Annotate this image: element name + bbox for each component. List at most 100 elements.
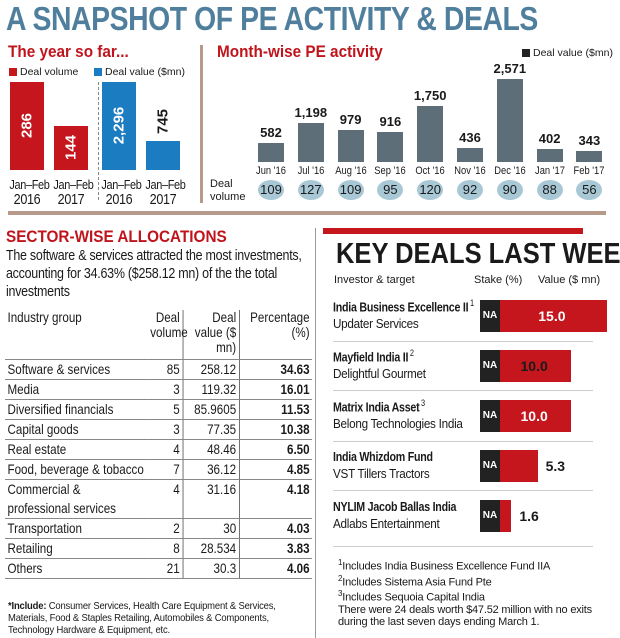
table-row: Food, beverage & tobacco 7 36.12 4.85 (5, 459, 313, 480)
sector-title: SECTOR-WISE ALLOCATIONS (6, 227, 227, 246)
target-name: Adlabs Entertainment (333, 516, 440, 531)
sector-summary: The software & services attracted the mo… (6, 248, 302, 300)
industry-cell: Retailing (5, 538, 148, 559)
month-bar (417, 105, 444, 162)
category-label: Jan–Feb 2016 (101, 177, 142, 207)
deal-volume-circle: 92 (457, 180, 483, 200)
header-industry: Industry group (5, 310, 148, 360)
sector-table: Industry group Deal volume Deal value ($… (5, 310, 313, 579)
key-deal-row: Matrix India Asset 3 Belong Technologies I… (333, 398, 615, 442)
percentage-cell: 10.38 (239, 419, 313, 440)
month-label: Jul '16 (297, 165, 325, 177)
horizontal-rule (8, 211, 606, 215)
main-title: A SNAPSHOT OF PE ACTIVITY & DEALS (6, 0, 538, 37)
investor-label: NYLIM Jacob Ballas India (333, 499, 457, 514)
percentage-cell: 4.18 (239, 479, 313, 519)
industry-cell: Commercial & professional services (5, 479, 148, 519)
industry-cell: Real estate (5, 439, 148, 460)
month-value-label: 402 (538, 131, 561, 147)
category-label: Jan–Feb 2017 (53, 177, 94, 208)
percentage-cell: 4.03 (239, 518, 313, 539)
value-label: 10.0 (520, 358, 548, 374)
legend-label: Deal volume (20, 66, 79, 78)
footnote: 1Includes India Business Excellence Fund… (338, 557, 618, 573)
month-value-label: 979 (339, 112, 362, 128)
table-header: Industry group Deal volume Deal value ($… (5, 310, 313, 360)
header-percentage: Percentage (%) (239, 310, 313, 360)
bar-volume (10, 82, 44, 170)
row-separator (333, 546, 593, 547)
month-label: Nov '16 (454, 165, 486, 177)
deal-volume-circle: 90 (496, 180, 523, 200)
category-line2: 2017 (57, 191, 85, 208)
deal-volume-circle: 56 (576, 180, 603, 200)
month-value-label: 436 (459, 129, 481, 145)
month-bar (337, 130, 364, 162)
table-row: Commercial & professional services 4 31.16… (5, 479, 313, 519)
footnote: 3Includes Sequoia Capital India (338, 588, 618, 604)
bar-value (102, 82, 136, 170)
industry-cell: Capital goods (5, 419, 148, 440)
sector-footnote: *Include: Consumer Services, Health Care… (8, 600, 314, 636)
header-stake: Stake (%) (474, 274, 523, 286)
footnote-marker: 3 (421, 398, 425, 408)
row-separator (333, 490, 593, 491)
industry-cell: Food, beverage & tobacco (5, 459, 148, 480)
header-volume: Deal volume (147, 310, 188, 360)
month-label: Sep '16 (374, 165, 407, 177)
month-value-label: 1,750 (413, 87, 447, 103)
volume-cell: 4 (147, 439, 184, 460)
industry-cell: Transportation (5, 518, 148, 539)
deal-volume-circle: 127 (297, 180, 324, 200)
table-row: Transportation 2 30 4.03 (5, 518, 313, 539)
investor-name: India Whizdom Fund (333, 449, 433, 464)
volume-cell: 5 (147, 399, 184, 420)
month-bar (297, 123, 324, 162)
category-line2: 2016 (13, 191, 41, 208)
footnote-number: 1 (338, 558, 343, 567)
target-name: Delightful Gourmet (333, 366, 426, 382)
key-deal-row: India Business Excellence II 1 Updater Ser… (333, 298, 615, 342)
investor-name: Matrix India Asset 3 (333, 398, 425, 414)
percentage-cell: 34.63 (239, 359, 313, 380)
volume-cell: 21 (147, 558, 184, 579)
investor-name: NYLIM Jacob Ballas India (333, 499, 456, 514)
volume-cell: 3 (147, 419, 184, 440)
bar-volume (54, 125, 88, 170)
category-line1: Jan–Feb (101, 177, 142, 192)
month-value-label: 1,198 (294, 105, 328, 121)
industry-cell: Diversified financials (5, 399, 148, 420)
category-line2: 2017 (149, 191, 177, 208)
value-cell: 119.32 (182, 379, 240, 400)
volume-cell: 7 (147, 459, 184, 480)
legend-deal-value: Deal value ($mn) (94, 66, 185, 78)
table-row: Real estate 4 48.46 6.50 (5, 439, 313, 460)
footnote-text: Includes India Business Excellence Fund … (342, 560, 551, 573)
stake-badge: NA (480, 350, 500, 382)
header-value: Value ($ mn) (538, 274, 601, 286)
legend-swatch (94, 68, 102, 76)
volume-cell: 8 (147, 538, 184, 559)
value-cell: 31.16 (182, 479, 240, 519)
key-deal-row: NYLIM Jacob Ballas India Adlabs Entertain… (333, 498, 615, 542)
category-line1: Jan–Feb (53, 177, 94, 192)
investor-label: India Whizdom Fund (333, 449, 433, 464)
deal-volume-circle: 95 (377, 180, 404, 200)
deal-volume-circle: 109 (337, 180, 364, 200)
row-separator (333, 341, 593, 342)
target-name: VST Tillers Tractors (333, 466, 430, 481)
month-bar (536, 149, 563, 162)
bar-value-label: 286 (18, 112, 36, 139)
percentage-cell: 3.83 (239, 538, 313, 559)
target-name: Belong Technologies India (333, 416, 463, 432)
category-label: Jan–Feb 2017 (145, 177, 185, 208)
bar-value-label: 745 (154, 109, 172, 135)
table-row: Capital goods 3 77.35 10.38 (5, 419, 313, 440)
percentage-cell: 4.06 (239, 558, 313, 579)
header-investor: Investor & target (334, 274, 415, 286)
month-bar (457, 147, 483, 162)
deal-volume-label: Deal volume (210, 178, 246, 203)
month-wise-title: Month-wise PE activity (217, 42, 383, 61)
year-so-far-title: The year so far... (8, 42, 129, 61)
row-separator (333, 390, 593, 391)
